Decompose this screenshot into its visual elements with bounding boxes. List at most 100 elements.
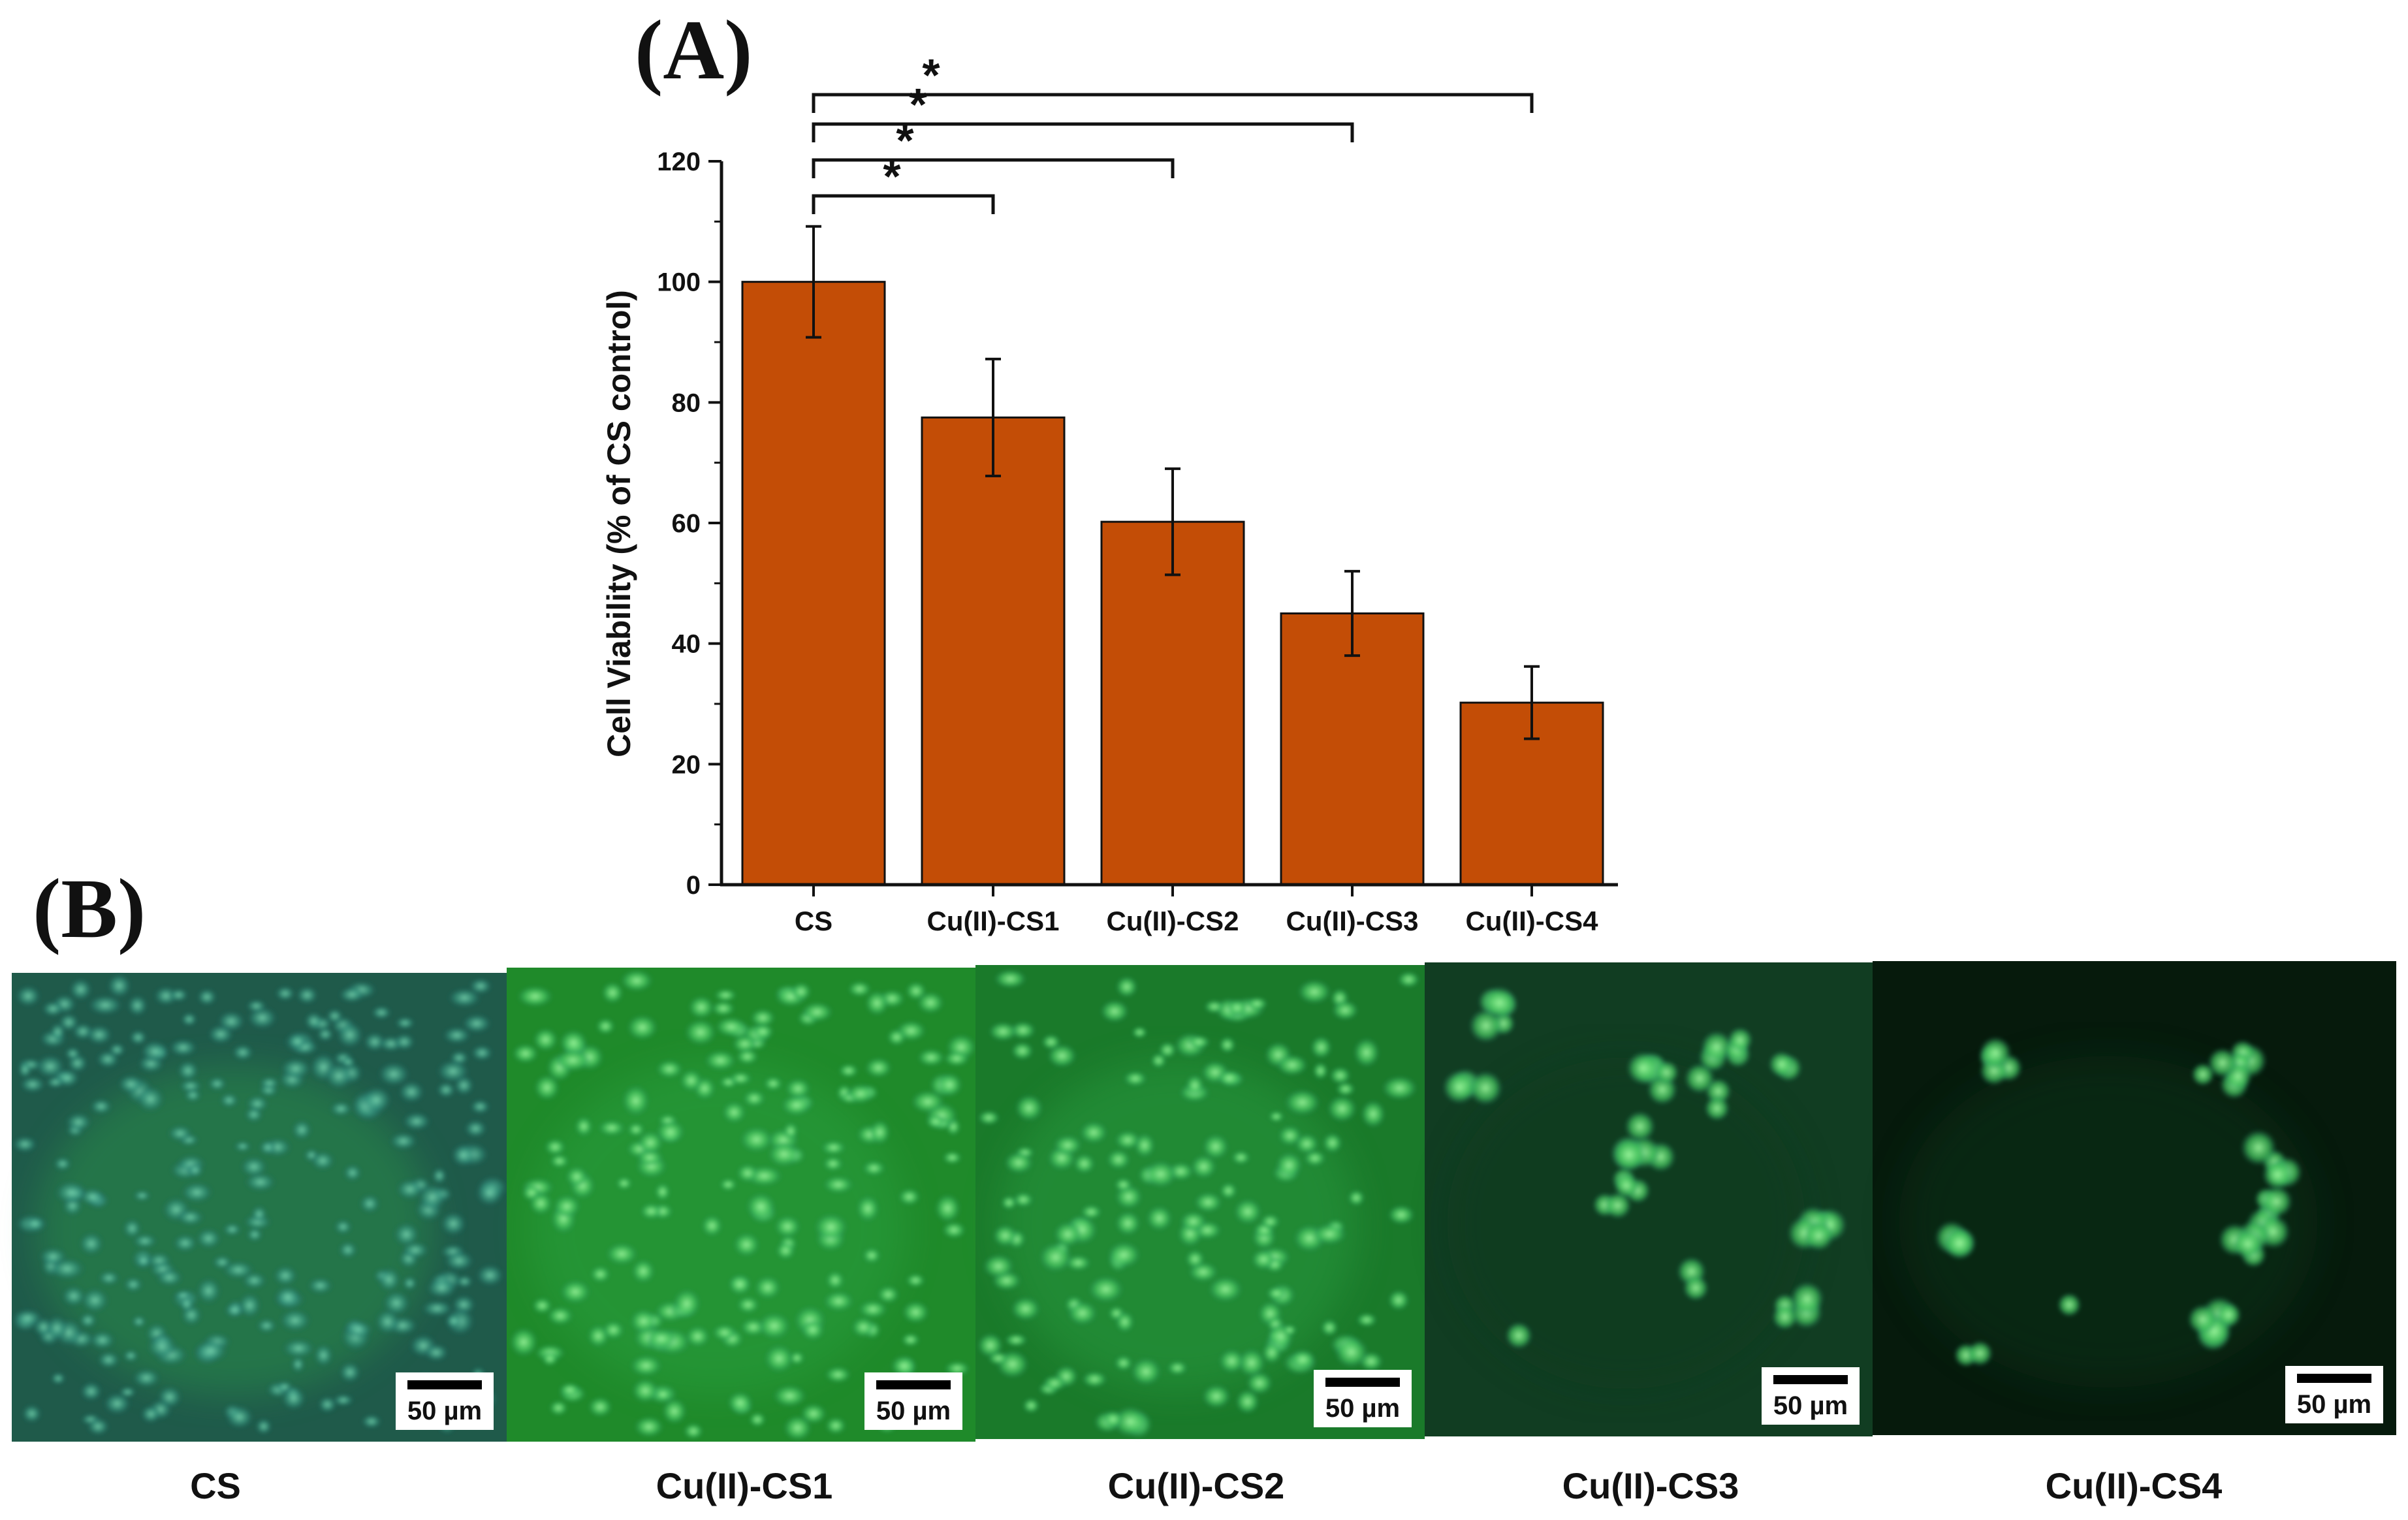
cell — [296, 985, 319, 1005]
cell — [475, 1179, 505, 1207]
bars — [741, 281, 1604, 886]
cell — [1217, 1069, 1241, 1087]
cell — [168, 987, 189, 1003]
cell — [2057, 1292, 2082, 1318]
cell — [360, 1414, 383, 1429]
cell — [131, 1315, 147, 1329]
cell — [529, 1192, 552, 1215]
cell — [1001, 1195, 1017, 1210]
cell — [1942, 1226, 1976, 1260]
cell — [1115, 1130, 1141, 1150]
cell — [69, 977, 93, 1002]
cell — [1268, 1111, 1284, 1122]
cell — [781, 1094, 812, 1116]
cell — [1067, 1301, 1098, 1325]
cell — [1397, 971, 1420, 988]
cell — [680, 1069, 703, 1092]
cell — [987, 1351, 1009, 1365]
cell — [1320, 1319, 1339, 1337]
cell — [167, 1124, 193, 1143]
cell — [1185, 1249, 1205, 1269]
error-bars — [806, 225, 1540, 740]
cell — [132, 1368, 161, 1388]
cell — [1194, 1192, 1222, 1213]
cell — [917, 991, 944, 1014]
cell — [168, 1038, 198, 1057]
cell — [902, 1301, 930, 1324]
cell — [715, 1017, 747, 1037]
cell — [1237, 1348, 1265, 1378]
cell — [992, 1224, 1018, 1247]
cell — [222, 1222, 242, 1237]
cell — [423, 1343, 449, 1362]
cell — [752, 1023, 774, 1040]
cell — [727, 1391, 753, 1414]
cell — [49, 1022, 67, 1041]
cell — [825, 1366, 851, 1383]
cell — [80, 1287, 110, 1314]
cell — [595, 1018, 615, 1035]
cell — [988, 1022, 1018, 1041]
cell — [123, 1276, 144, 1293]
cell — [656, 1060, 683, 1079]
cell — [1327, 1095, 1357, 1122]
cell — [1295, 1133, 1319, 1154]
cell — [193, 1338, 229, 1363]
cell — [722, 1101, 746, 1124]
cell — [774, 1215, 801, 1238]
significance-star: * — [909, 79, 927, 130]
cell — [733, 1232, 760, 1257]
cell — [176, 1060, 199, 1082]
cell — [1361, 1100, 1386, 1128]
cell — [1790, 1281, 1825, 1316]
significance-bracket — [812, 93, 1534, 113]
cell — [825, 1271, 845, 1290]
significance-brackets: **** — [812, 50, 1534, 214]
cell — [78, 1312, 97, 1329]
cell — [377, 1061, 411, 1087]
scale-bar — [1773, 1375, 1848, 1384]
cell — [901, 1333, 920, 1347]
cell — [559, 1382, 581, 1398]
cell — [1727, 1026, 1753, 1053]
cell — [1150, 1053, 1167, 1069]
cells — [12, 973, 508, 1436]
cell — [246, 999, 267, 1013]
cell — [821, 1140, 846, 1155]
y-axis-label: Cell Viability (% of CS control) — [601, 290, 637, 757]
cell — [847, 1083, 874, 1104]
cell — [259, 1139, 277, 1156]
cell — [1114, 1355, 1133, 1371]
cell — [272, 1265, 298, 1286]
micrograph-2: 50 µm — [507, 968, 977, 1442]
y-tick-label: 120 — [657, 148, 701, 176]
cell — [12, 1135, 38, 1153]
cell — [281, 1385, 307, 1411]
cell — [575, 1116, 593, 1137]
cell — [1231, 1150, 1251, 1165]
cell — [279, 1057, 312, 1080]
micrograph-5: 50 µm — [1873, 961, 2396, 1435]
cell — [565, 1166, 588, 1187]
cell — [1115, 1311, 1135, 1333]
cell — [468, 977, 493, 995]
cell — [393, 1033, 415, 1051]
cell — [1022, 1398, 1040, 1414]
cell — [728, 1274, 752, 1295]
micrograph-row: 50 µm CS 50 µm Cu(II)-CS1 50 µm Cu(II)-CS2 50 … — [12, 961, 2396, 1506]
cell — [720, 1178, 737, 1192]
cell — [714, 989, 737, 1002]
scale-bar-label: 50 µm — [876, 1397, 951, 1425]
cell — [1180, 1211, 1207, 1232]
significance-bracket — [812, 194, 995, 214]
cell — [851, 1317, 876, 1338]
cell — [186, 1162, 204, 1179]
bar — [741, 281, 886, 886]
cell — [1261, 1342, 1282, 1364]
cell — [207, 1076, 227, 1092]
micrograph-1: 50 µm — [12, 973, 508, 1442]
cell — [1260, 1214, 1280, 1229]
cell — [370, 1005, 392, 1021]
cell — [1201, 1384, 1231, 1409]
cell — [750, 1008, 776, 1028]
